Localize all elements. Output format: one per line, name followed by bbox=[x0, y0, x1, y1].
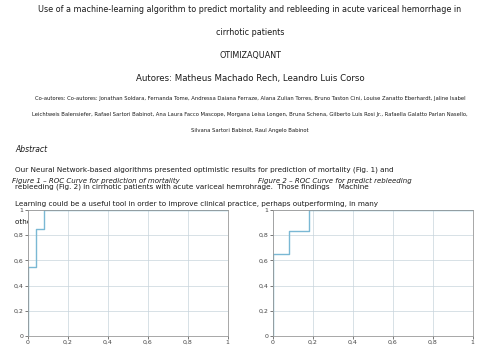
Text: Co-autores: Co-autores: Jonathan Soldara, Fernanda Tome, Andressa Daiana Ferraze: Co-autores: Co-autores: Jonathan Soldara… bbox=[34, 96, 466, 101]
Text: Abstract: Abstract bbox=[15, 145, 47, 154]
Text: rebleeding (Fig. 2) in cirrhotic patients with acute variceal hemrohrage.  Those: rebleeding (Fig. 2) in cirrhotic patient… bbox=[15, 184, 369, 190]
Text: Figure 2 – ROC Curve for predict rebleeding: Figure 2 – ROC Curve for predict rebleed… bbox=[258, 178, 411, 184]
Text: Leichtweis Balensiefer, Rafael Sartori Babinot, Ana Laura Facco Mascope, Morgana: Leichtweis Balensiefer, Rafael Sartori B… bbox=[32, 112, 468, 117]
Text: Use of a machine-learning algorithm to predict mortality and rebleeding in acute: Use of a machine-learning algorithm to p… bbox=[38, 5, 462, 14]
Text: other cases, the current tools.: other cases, the current tools. bbox=[15, 219, 124, 225]
Text: cirrhotic patients: cirrhotic patients bbox=[216, 28, 284, 37]
Text: Our Neural Network-based algorithms presented optimistic results for prediction : Our Neural Network-based algorithms pres… bbox=[15, 166, 394, 173]
Text: OTIMIZAQUANT: OTIMIZAQUANT bbox=[219, 51, 281, 60]
Text: Figure 1 – ROC Curve for prediction of mortality: Figure 1 – ROC Curve for prediction of m… bbox=[12, 178, 180, 184]
Text: Autores: Matheus Machado Rech, Leandro Luis Corso: Autores: Matheus Machado Rech, Leandro L… bbox=[136, 74, 364, 83]
Text: Silvana Sartori Babinot, Raul Angelo Babinot: Silvana Sartori Babinot, Raul Angelo Bab… bbox=[191, 128, 309, 133]
Text: Learning could be a useful tool in order to improve clinical practice, perhaps o: Learning could be a useful tool in order… bbox=[15, 201, 378, 207]
